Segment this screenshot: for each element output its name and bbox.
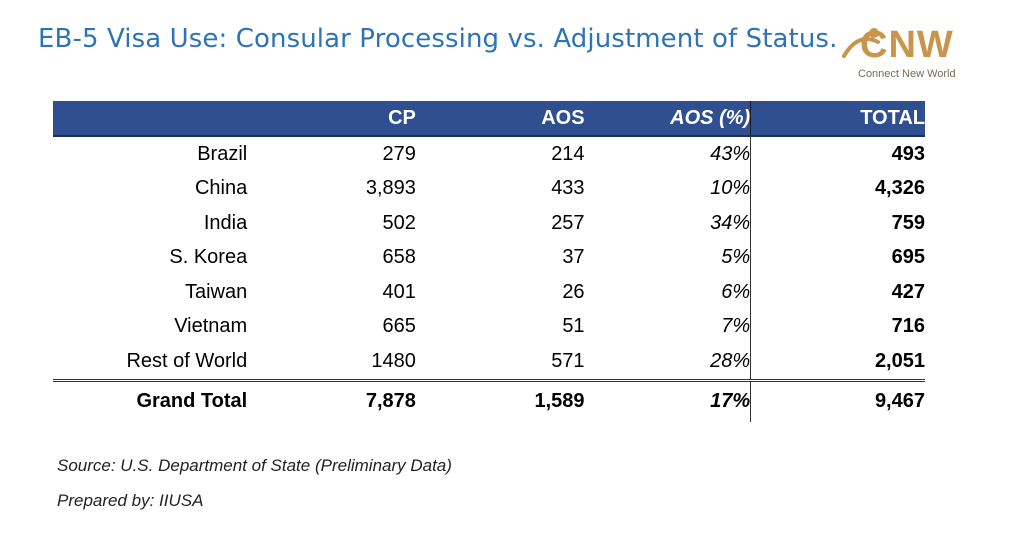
logo-wordmark: CNW xyxy=(860,24,954,66)
cell-aos: 37 xyxy=(562,246,585,269)
header-row: CP AOS AOS (%) TOTAL xyxy=(53,101,925,137)
cell-total: 695 xyxy=(891,246,925,269)
cell-aos: 214 xyxy=(551,142,585,165)
table-row: China 3,893 433 10% 4,326 xyxy=(53,171,925,206)
grand-total-cp: 7,878 xyxy=(247,378,416,422)
cell-cp: 279 xyxy=(382,142,416,165)
header-aos-pct: AOS (%) xyxy=(584,101,752,137)
cell-cp: 665 xyxy=(382,315,416,338)
cell-country: India xyxy=(203,211,248,234)
cell-cp: 401 xyxy=(382,280,416,303)
cell-total: 716 xyxy=(891,315,925,338)
cell-country: China xyxy=(194,177,248,200)
cell-aos: 51 xyxy=(562,315,585,338)
header-aos: AOS xyxy=(415,101,585,137)
grand-total-pct: 17% xyxy=(584,378,752,422)
cell-pct: 34% xyxy=(584,206,752,241)
cell-aos: 571 xyxy=(551,349,585,372)
grand-total-total: 9,467 xyxy=(750,378,925,422)
cell-country: Vietnam xyxy=(174,315,248,338)
cell-country: S. Korea xyxy=(169,246,248,269)
prepared-note: Prepared by: IIUSA xyxy=(57,491,204,510)
source-note: Source: U.S. Department of State (Prelim… xyxy=(57,456,452,475)
cell-cp: 3,893 xyxy=(365,177,416,200)
grand-total-row: Grand Total 7,878 1,589 17% 9,467 xyxy=(53,378,925,422)
cell-pct: 43% xyxy=(584,136,752,172)
cell-cp: 1480 xyxy=(371,349,416,372)
cell-aos: 257 xyxy=(551,211,585,234)
cell-total: 2,051 xyxy=(874,349,925,372)
cell-pct: 6% xyxy=(584,275,752,310)
cell-total: 427 xyxy=(891,280,925,303)
header-cp: CP xyxy=(247,101,416,137)
cell-total: 4,326 xyxy=(874,177,925,200)
table-row: Rest of World 1480 571 28% 2,051 xyxy=(53,344,925,380)
cell-cp: 502 xyxy=(382,211,416,234)
cell-country: Brazil xyxy=(197,142,248,165)
cell-pct: 10% xyxy=(584,171,752,206)
cell-aos: 26 xyxy=(562,280,585,303)
cell-aos: 433 xyxy=(551,177,585,200)
cnw-logo: CNW Connect New World xyxy=(840,24,990,84)
table-row: India 502 257 34% 759 xyxy=(53,206,925,241)
table-row: Vietnam 665 51 7% 716 xyxy=(53,309,925,344)
cell-country: Rest of World xyxy=(126,349,248,372)
cell-cp: 658 xyxy=(382,246,416,269)
table-row: S. Korea 658 37 5% 695 xyxy=(53,240,925,275)
table-row: Brazil 279 214 43% 493 xyxy=(53,136,925,172)
visa-table: CP AOS AOS (%) TOTAL Brazil 279 214 43% 493 C… xyxy=(53,101,925,422)
header-country xyxy=(53,101,248,137)
page-title: EB-5 Visa Use: Consular Processing vs. A… xyxy=(38,24,838,54)
cell-total: 759 xyxy=(891,211,925,234)
cell-pct: 5% xyxy=(584,240,752,275)
header-total: TOTAL xyxy=(750,101,925,137)
swoosh-icon xyxy=(842,28,880,58)
logo-tagline: Connect New World xyxy=(858,68,956,80)
cell-country: Taiwan xyxy=(184,280,248,303)
grand-total-aos: 1,589 xyxy=(415,378,585,422)
cell-pct: 28% xyxy=(584,344,752,380)
grand-total-label: Grand Total xyxy=(53,378,248,422)
table-row: Taiwan 401 26 6% 427 xyxy=(53,275,925,310)
cell-total: 493 xyxy=(891,142,925,165)
cell-pct: 7% xyxy=(584,309,752,344)
